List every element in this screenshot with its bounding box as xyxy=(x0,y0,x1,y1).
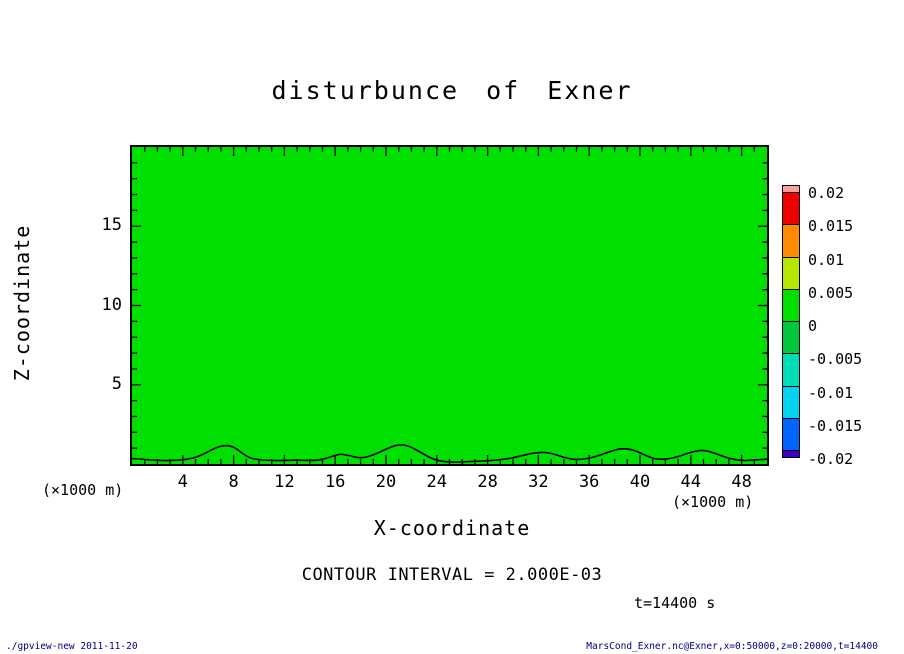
x-axis-label: X-coordinate xyxy=(373,516,531,540)
x-tick-label: 24 xyxy=(426,472,448,492)
contour-interval-label: CONTOUR INTERVAL = 2.000E-03 xyxy=(301,565,603,585)
x-tick-label: 8 xyxy=(228,472,239,492)
colorbar-labels: 0.02 0.015 0.01 0.005 0 -0.005 -0.01 -0.015 -0.0… xyxy=(808,184,878,468)
z-tick-label: 15 xyxy=(101,215,122,236)
z-axis-unit: (×1000 m) xyxy=(42,481,124,499)
x-axis-unit: (×1000 m) xyxy=(672,493,754,511)
colorbar-label: 0 xyxy=(808,317,818,335)
colorbar-cell xyxy=(782,288,800,322)
x-tick-label: 40 xyxy=(629,472,651,492)
chart-title: disturbunce of Exner xyxy=(271,76,633,105)
colorbar-label: 0.01 xyxy=(808,250,845,269)
x-tick-label: 4 xyxy=(177,472,188,492)
contour-plot-svg xyxy=(131,147,768,464)
x-tick-label: 44 xyxy=(680,472,702,492)
colorbar-label: -0.005 xyxy=(808,350,863,369)
colorbar-label: 0.015 xyxy=(808,217,854,236)
colorbar-label: -0.02 xyxy=(808,450,854,468)
z-tick-label: 5 xyxy=(111,373,122,394)
colorbar-cell xyxy=(782,321,800,355)
colorbar-cell xyxy=(782,353,800,387)
plot-area: 4 8 12 16 20 24 28 32 36 40 44 48 5 10 15 xyxy=(102,145,769,492)
colorbar-cell xyxy=(782,224,800,258)
colorbar-label: 0.005 xyxy=(808,283,854,302)
contour-line xyxy=(131,444,768,463)
colorbar xyxy=(782,185,800,458)
colorbar-label: 0.02 xyxy=(808,184,845,202)
x-tick-label: 28 xyxy=(477,472,498,492)
colorbar-cell xyxy=(782,385,800,419)
x-tick-label: 36 xyxy=(578,472,600,492)
colorbar-cell xyxy=(782,192,800,226)
colorbar-cell xyxy=(782,417,800,451)
x-tick-label: 12 xyxy=(274,472,295,492)
x-tick-label: 16 xyxy=(324,472,346,492)
x-tick-label: 32 xyxy=(528,472,549,492)
x-tick-label: 48 xyxy=(731,472,752,492)
colorbar-label: -0.015 xyxy=(808,416,863,435)
colorbar-cell xyxy=(782,256,800,290)
z-axis-label: Z-coordinate xyxy=(10,224,34,382)
colorbar-cell xyxy=(782,450,800,458)
colorbar-label: -0.01 xyxy=(808,383,854,402)
z-tick-label: 10 xyxy=(101,294,122,315)
footer-command: ./gpview-new 2011-11-20 xyxy=(6,641,138,652)
time-label: t=14400 s xyxy=(634,594,716,612)
footer-source: MarsCond_Exner.nc@Exner,x=0:50000,z=0:20… xyxy=(586,641,878,652)
x-tick-label: 20 xyxy=(375,472,397,492)
